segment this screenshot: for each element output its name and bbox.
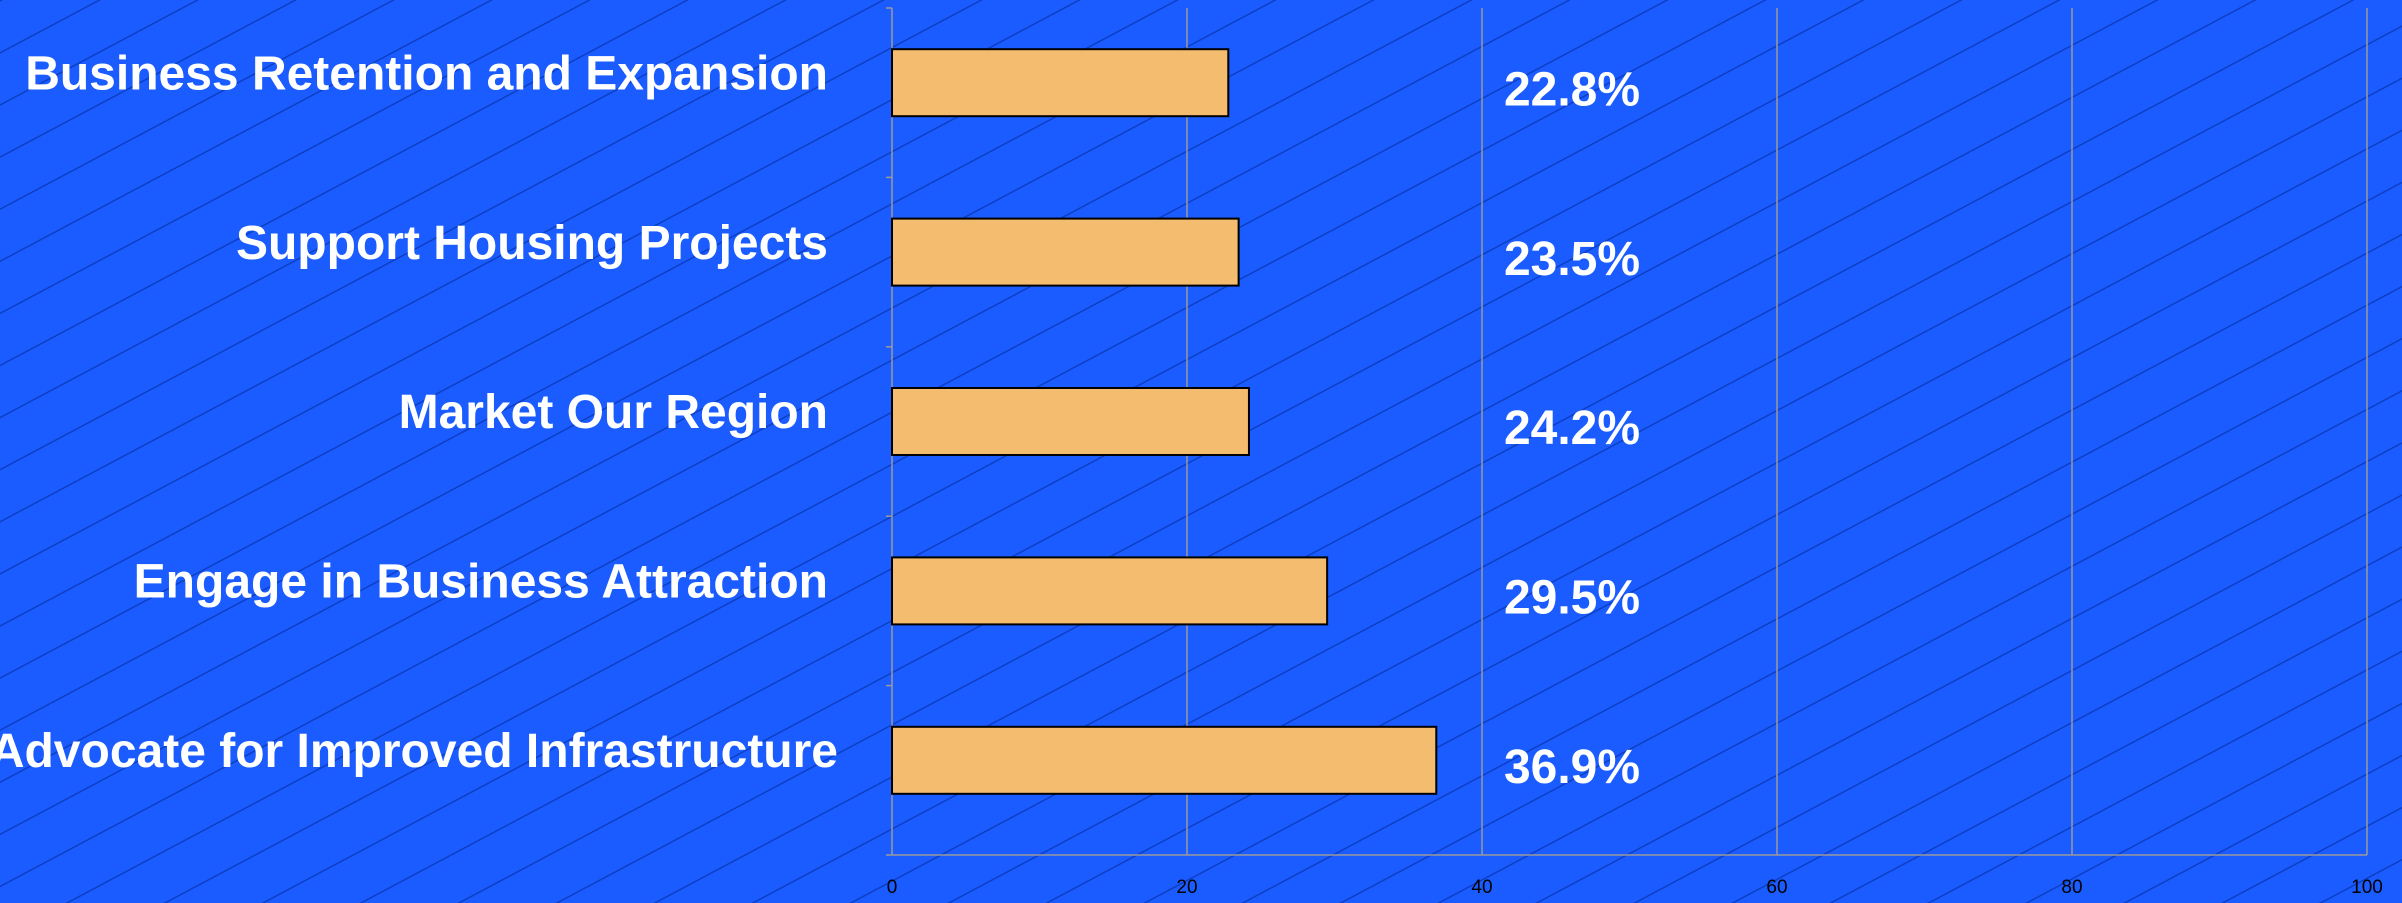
x-tick-label: 0	[887, 877, 898, 898]
x-tick-label: 100	[2351, 877, 2383, 898]
category-label: Market Our Region	[399, 386, 828, 439]
x-tick-label: 60	[1766, 877, 1787, 898]
x-tick-label: 20	[1176, 877, 1197, 898]
category-label: Engage in Business Attraction	[134, 556, 828, 609]
category-label: Business Retention and Expansion	[25, 47, 828, 100]
value-label: 24.2%	[1504, 402, 1640, 455]
bar	[891, 725, 1438, 795]
category-label: Advocate for Improved Infrastructure	[0, 725, 838, 778]
value-label: 29.5%	[1504, 572, 1640, 625]
bar	[891, 556, 1329, 626]
value-label: 22.8%	[1504, 63, 1640, 116]
bar	[891, 217, 1240, 287]
value-label: 23.5%	[1504, 233, 1640, 286]
value-label: 36.9%	[1504, 741, 1640, 794]
bar	[891, 48, 1230, 118]
x-tick-label: 80	[2061, 877, 2082, 898]
x-tick-label: 40	[1471, 877, 1492, 898]
bar	[891, 387, 1250, 456]
category-label: Support Housing Projects	[236, 217, 828, 270]
